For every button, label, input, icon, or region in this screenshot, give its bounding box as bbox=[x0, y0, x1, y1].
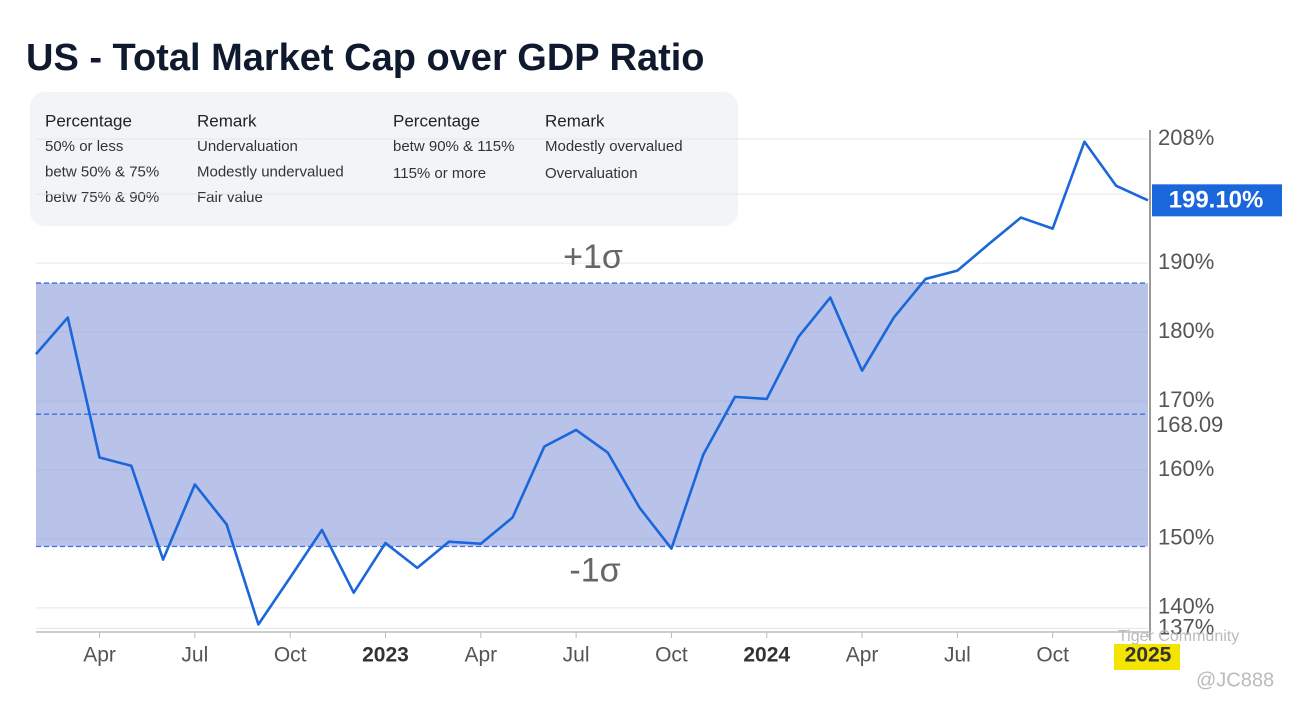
table-header: Remark bbox=[545, 111, 605, 130]
x-tick-label: Apr bbox=[464, 644, 497, 667]
x-tick-label: Oct bbox=[274, 644, 307, 667]
table-cell: betw 50% & 75% bbox=[45, 163, 159, 180]
table-cell: betw 90% & 115% bbox=[393, 138, 514, 155]
table-header: Remark bbox=[197, 111, 257, 130]
x-tick-label: Jul bbox=[944, 644, 971, 667]
y-tick-label: 150% bbox=[1158, 525, 1214, 550]
watermark: @JC888 bbox=[1196, 669, 1274, 691]
table-header: Percentage bbox=[45, 111, 132, 130]
remark-box bbox=[30, 92, 738, 226]
y-tick-label: 170% bbox=[1158, 387, 1214, 412]
tick-highlight bbox=[1114, 644, 1180, 670]
y-tick-label: 160% bbox=[1158, 456, 1214, 481]
mean-label: 168.09 bbox=[1156, 412, 1223, 437]
x-tick-label: Apr bbox=[83, 644, 116, 667]
x-tick-label: 2023 bbox=[362, 644, 409, 667]
data-line bbox=[35, 140, 1149, 626]
band-label: +1σ bbox=[563, 238, 623, 276]
x-tick-label: Oct bbox=[655, 644, 688, 667]
table-cell: 115% or more bbox=[393, 165, 486, 182]
x-tick-label: Apr bbox=[846, 644, 879, 667]
table-cell: Modestly undervalued bbox=[197, 163, 344, 180]
x-tick-label: Oct bbox=[1036, 644, 1069, 667]
table-cell: Fair value bbox=[197, 189, 263, 206]
table-cell: Undervaluation bbox=[197, 138, 298, 155]
chart-title: US - Total Market Cap over GDP Ratio bbox=[26, 37, 705, 79]
table-cell: Modestly overvalued bbox=[545, 138, 683, 155]
value-label-bg bbox=[1152, 184, 1282, 217]
y-tick-label: 140% bbox=[1158, 594, 1214, 619]
x-tick-label: Jul bbox=[563, 644, 590, 667]
table-cell: Overvaluation bbox=[545, 165, 638, 182]
y-tick-label: 208% bbox=[1158, 125, 1214, 150]
watermark: Tiger Community bbox=[1118, 628, 1239, 645]
y-tick-label: 180% bbox=[1158, 318, 1214, 343]
x-tick-label: 2025 bbox=[1125, 644, 1172, 667]
y-tick-label: 137% bbox=[1158, 614, 1214, 639]
x-tick-label: Jul bbox=[181, 644, 208, 667]
band-label: -1σ bbox=[569, 551, 620, 589]
table-header: Percentage bbox=[393, 111, 480, 130]
table-cell: 50% or less bbox=[45, 138, 123, 155]
table-cell: betw 75% & 90% bbox=[45, 189, 159, 206]
y-tick-label: 190% bbox=[1158, 249, 1214, 274]
x-tick-label: 2024 bbox=[743, 644, 790, 667]
value-label: 199.10% bbox=[1169, 187, 1264, 214]
